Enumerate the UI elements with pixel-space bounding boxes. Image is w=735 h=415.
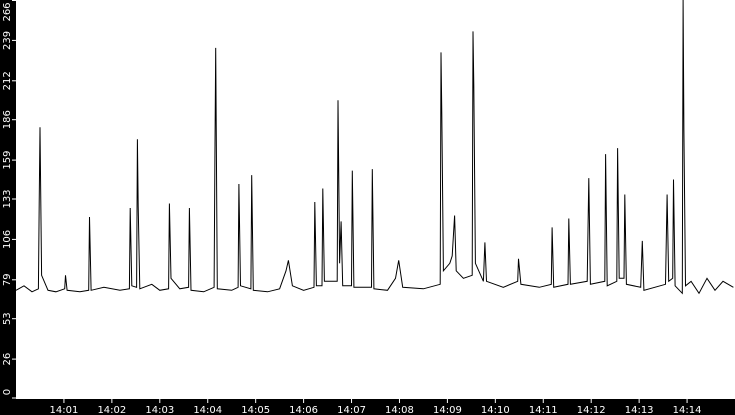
x-tick-label: 14:05 <box>241 405 270 415</box>
x-tick-label: 14:12 <box>577 405 606 415</box>
plot-area <box>16 0 735 399</box>
y-tick-label: 53 <box>2 312 13 325</box>
x-tick-label: 14:01 <box>50 405 79 415</box>
y-tick-label: 266 <box>2 2 13 21</box>
y-tick-label: 239 <box>2 31 13 50</box>
y-tick-label: 0 <box>2 389 13 395</box>
y-tick-label: 159 <box>2 151 13 170</box>
y-tick-label: 26 <box>2 353 13 366</box>
x-tick-label: 14:08 <box>385 405 414 415</box>
x-tick-label: 14:10 <box>481 405 510 415</box>
x-tick-label: 14:02 <box>97 405 126 415</box>
x-axis: 14:01 14:02 14:03 14:04 14:05 14:06 14:07 14:08… <box>50 399 702 415</box>
x-tick-label: 14:04 <box>193 405 222 415</box>
x-tick-label: 14:13 <box>625 405 654 415</box>
y-tick-label: 212 <box>2 71 13 90</box>
series-line <box>15 0 734 295</box>
x-tick-label: 14:11 <box>529 405 558 415</box>
x-tick-label: 14:09 <box>433 405 462 415</box>
y-tick-label: 133 <box>2 189 13 208</box>
y-tick-label: 106 <box>2 230 13 249</box>
x-tick-label: 14:03 <box>145 405 174 415</box>
y-axis: 0 26 53 79 106 133 159 186 212 239 266 <box>2 0 16 399</box>
y-tick-label: 186 <box>2 110 13 129</box>
y-tick-label: 79 <box>2 273 13 286</box>
x-tick-label: 14:14 <box>673 405 702 415</box>
x-tick-label: 14:06 <box>289 405 318 415</box>
x-tick-label: 14:07 <box>337 405 366 415</box>
